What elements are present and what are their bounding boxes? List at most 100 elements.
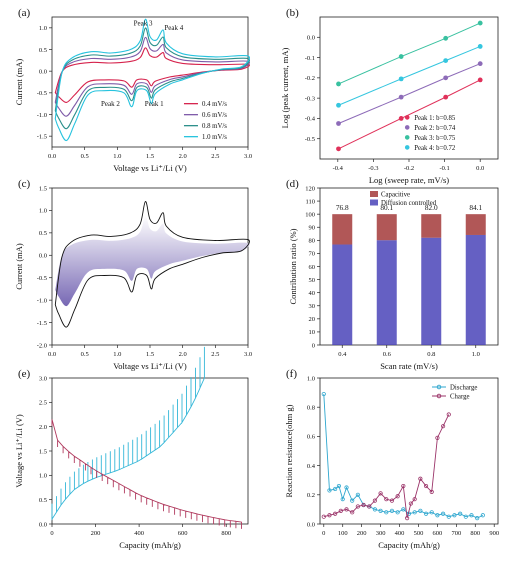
data-point (423, 511, 429, 516)
data-point (378, 508, 383, 513)
y-tick-label: 80 (309, 238, 316, 245)
y-tick-label: 30 (309, 303, 316, 310)
x-tick-label: 100 (338, 530, 348, 537)
x-axis-label: Scan rate (mV/s) (380, 361, 438, 371)
legend-label: Peak 2: b=0.74 (414, 125, 456, 132)
peak-label: Peak 1 (145, 100, 164, 108)
gitt-curve (51, 419, 242, 529)
y-axis-label: Current (mA) (14, 243, 24, 290)
data-point (340, 497, 345, 502)
x-tick-label: 2.5 (211, 153, 219, 160)
y-tick-label: 0.0 (307, 35, 315, 42)
y-tick-label: -1.0 (37, 297, 47, 304)
panel-a: (a) 0.0 0.5 1.0 1.5 2.0 2.5 3.0 -1.5 -1.0 -0.5 0.0 0… (14, 7, 252, 173)
gitt-curve (51, 346, 205, 521)
legend-marker (436, 384, 442, 390)
y-tick-label: -0.5 (305, 136, 315, 143)
data-point (412, 510, 417, 515)
legend-label: Peak 3: b=0.75 (414, 135, 456, 142)
y-tick-label: 0.6 (307, 434, 316, 441)
bar-capacitive (421, 214, 442, 238)
plot-frame (319, 377, 499, 525)
x-tick-label: 0.0 (48, 351, 56, 358)
x-axis-label: Voltage vs Li⁺/Li (V) (113, 163, 187, 173)
legend-swatch (370, 191, 378, 197)
legend-marker (404, 125, 410, 130)
x-axis-label: Voltage vs Li⁺/Li (V) (113, 361, 187, 371)
fit-line (338, 45, 481, 106)
x-tick-label: 1.0 (113, 351, 121, 358)
data-point (408, 501, 413, 506)
y-tick-label: -2.0 (37, 342, 47, 349)
x-tick-label: 600 (178, 530, 188, 537)
panel-label: (c) (18, 178, 31, 190)
data-point (435, 435, 440, 440)
y-tick-label: 110 (305, 198, 315, 205)
data-point (477, 61, 483, 67)
data-point (321, 391, 326, 397)
x-tick-label: 0.4 (338, 351, 347, 358)
data-point (384, 510, 389, 515)
panel-c: (c) 0.0 0.5 1.0 1.5 2.0 2.5 3.0 -2.0 -1.5 -1.0 -0.5… (14, 178, 252, 371)
legend-marker (404, 115, 410, 120)
bar-capacitive (465, 214, 486, 235)
bar-diffusion (376, 240, 397, 345)
data-point (350, 498, 355, 503)
data-point (412, 497, 417, 502)
data-point (336, 483, 342, 489)
legend-label: 0.6 mV/s (202, 112, 227, 119)
x-tick-label: 0.5 (81, 351, 89, 358)
panel-label: (a) (18, 7, 31, 19)
panel-label: (e) (18, 368, 31, 380)
y-tick-label: -0.4 (305, 116, 316, 123)
resistance-line (323, 394, 484, 519)
bar-diffusion (332, 244, 353, 345)
data-point (405, 516, 410, 521)
x-tick-label: 400 (134, 530, 144, 537)
data-point (446, 514, 451, 519)
data-point (418, 476, 423, 481)
x-tick-label: 0 (322, 530, 325, 537)
x-tick-label: -0.1 (439, 165, 449, 172)
legend-marker (404, 135, 410, 140)
data-point (463, 514, 468, 519)
data-point (336, 121, 341, 126)
y-tick-label: 0 (312, 342, 315, 349)
x-tick-label: 900 (489, 530, 499, 537)
data-point (435, 513, 440, 518)
y-tick-label: 0.5 (39, 47, 47, 54)
peak-label: Peak 4 (164, 24, 183, 32)
data-point (401, 507, 406, 512)
data-point (338, 508, 343, 513)
data-point (389, 498, 395, 503)
y-tick-label: -0.5 (37, 275, 47, 282)
data-point (443, 35, 449, 41)
legend-label: 0.4 mV/s (202, 101, 227, 108)
data-point (361, 502, 366, 508)
y-tick-label: -0.3 (305, 95, 315, 102)
data-point (418, 508, 423, 513)
data-point (401, 483, 406, 489)
fit-line (338, 79, 481, 150)
x-tick-label: 0.5 (81, 153, 89, 160)
x-tick-label: 3.0 (244, 351, 252, 358)
x-tick-label: 1.0 (472, 351, 480, 358)
legend-label: Discharge (450, 385, 477, 392)
y-tick-label: 1.5 (39, 185, 47, 192)
data-point (443, 75, 449, 81)
plot-frame (51, 377, 249, 525)
y-tick-label: -1.5 (37, 133, 47, 140)
cv-curve (54, 18, 250, 142)
data-point (336, 146, 341, 152)
data-point (344, 507, 349, 512)
y-axis-label: Current (mA) (14, 59, 24, 106)
data-point (372, 498, 378, 503)
y-axis-label: Reaction resistance(ohm g) (284, 404, 294, 497)
peak-label: Peak 3 (134, 20, 153, 28)
panel-label: (b) (286, 7, 299, 19)
x-axis-label: Capacity (mAh/g) (378, 540, 440, 550)
legend-marker (404, 145, 410, 150)
y-tick-label: -1.5 (37, 320, 47, 327)
x-tick-label: 2.0 (179, 153, 187, 160)
data-point (423, 483, 429, 489)
